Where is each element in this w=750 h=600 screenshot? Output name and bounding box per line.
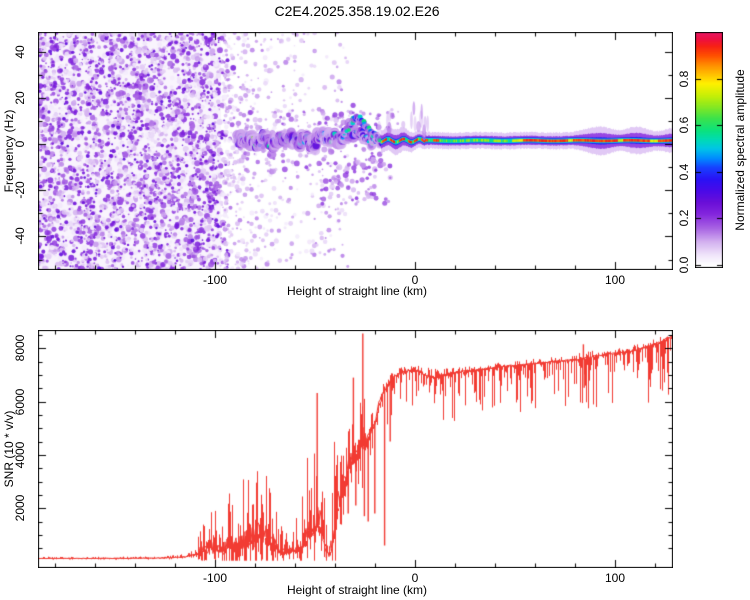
spectrogram-panel: [38, 32, 673, 270]
colorbar-label: Normalized spectral amplitude: [733, 69, 747, 231]
spectrogram-y-tick-label: 20: [13, 91, 27, 105]
colorbar-tick-label: 0.0: [677, 256, 691, 274]
spectrogram-y-tick-label: 0: [13, 140, 27, 148]
spectrogram-x-tick-label: 100: [604, 273, 626, 287]
spectrogram-canvas: [38, 32, 673, 270]
colorbar-tick-label: 0.8: [677, 70, 691, 87]
spectrogram-y-tick-label: -20: [13, 181, 27, 199]
colorbar-tick-label: 0.4: [677, 163, 691, 181]
spectrogram-x-axis-label: Height of straight line (km): [286, 284, 428, 298]
snr-x-tick-label: 0: [411, 571, 419, 585]
spectrogram-y-axis-label: Frequency (Hz): [2, 109, 16, 193]
figure-title: C2E4.2025.358.19.02.E26: [274, 3, 440, 19]
snr-x-tick-label: 100: [604, 571, 626, 585]
snr-canvas: [38, 330, 673, 568]
snr-panel: [38, 330, 673, 568]
snr-y-tick-label: 6000: [13, 388, 27, 415]
snr-x-tick-label: -100: [202, 571, 228, 585]
snr-x-axis-label: Height of straight line (km): [286, 583, 428, 597]
spectrogram-y-tick-label: 40: [13, 44, 27, 59]
snr-y-tick-label: 2000: [13, 494, 27, 522]
colorbar: [695, 32, 723, 268]
spectrogram-x-tick-label: 0: [411, 273, 419, 287]
snr-y-tick-label: 4000: [13, 441, 27, 469]
colorbar-canvas: [695, 32, 723, 268]
colorbar-tick-label: 0.6: [677, 116, 691, 134]
spectrogram-y-tick-label: -40: [13, 227, 27, 246]
colorbar-tick-label: 0.2: [677, 210, 691, 227]
snr-y-tick-label: 8000: [13, 334, 27, 362]
spectrogram-x-tick-label: -100: [202, 273, 228, 287]
